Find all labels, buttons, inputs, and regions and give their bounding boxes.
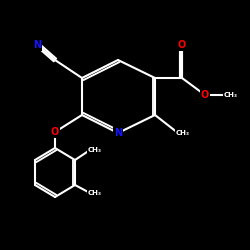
- Text: O: O: [178, 40, 186, 50]
- Text: CH₃: CH₃: [88, 190, 102, 196]
- Text: N: N: [33, 40, 41, 50]
- Text: O: O: [51, 127, 59, 137]
- Text: O: O: [201, 90, 209, 100]
- Text: CH₃: CH₃: [88, 147, 102, 153]
- Text: CH₃: CH₃: [224, 92, 237, 98]
- Text: N: N: [114, 128, 122, 138]
- Text: CH₃: CH₃: [176, 130, 190, 136]
